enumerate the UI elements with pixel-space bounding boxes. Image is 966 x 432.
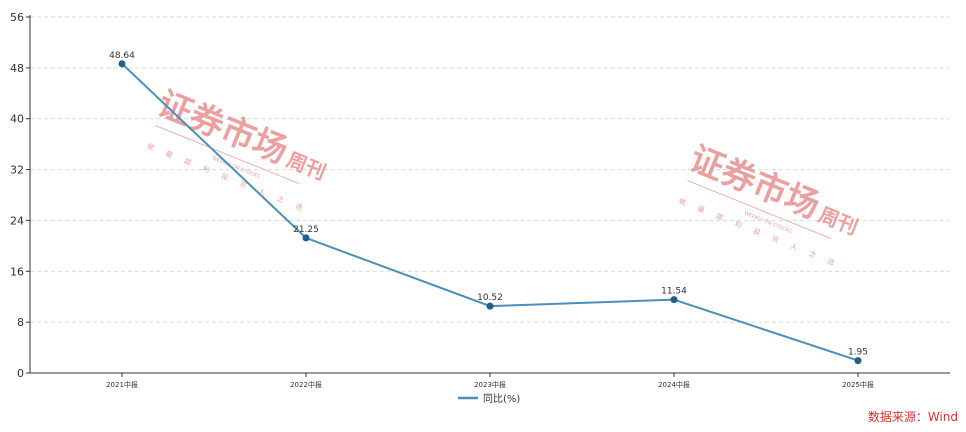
data-point [854,357,862,365]
watermark-brand-tail: 周刊 [283,147,329,184]
y-tick-label: 40 [10,113,24,126]
x-tick-label: 2025中报 [842,380,874,389]
watermark-rule [155,125,300,184]
watermark-char: 之 [275,194,285,205]
watermark-char: 最 [164,150,173,160]
watermark-rule [687,180,832,239]
watermark-char: 投 [752,226,762,237]
x-axis-ticks: 2021中报 2022中报 2023中报 2024中报 2025中报 [106,373,874,389]
watermark-char: 做 [146,141,156,152]
y-tick-label: 48 [10,62,24,75]
y-axis-ticks: 0 8 16 24 32 40 48 56 [10,11,30,380]
data-label: 1.95 [848,348,868,358]
y-tick-label: 8 [17,316,24,329]
watermark-char: 之 [807,249,817,260]
y-tick-label: 16 [10,265,24,278]
legend[interactable]: 同比(%) [458,393,520,405]
y-tick-label: 32 [10,164,24,177]
data-label: 48.64 [109,51,135,61]
data-label: 21.25 [293,225,319,235]
watermark-char: 投 [220,171,230,182]
watermark-char: 利 [201,164,211,175]
watermark-char: 犀 [183,157,192,167]
watermark-char: 犀 [715,212,724,222]
x-tick-label: 2022中报 [290,380,322,389]
watermark-char: 资 [770,234,780,245]
y-tick-label: 56 [10,11,24,24]
source-note: 数据来源：Wind [867,410,958,424]
data-point [670,296,678,304]
y-tick-label: 0 [17,367,24,380]
watermark-char: 人 [257,187,266,197]
x-tick-label: 2023中报 [474,380,506,389]
series-layer: 48.64 21.25 10.52 11.54 1.95 [109,51,868,365]
watermark-char: 选 [294,201,304,212]
x-tick-label: 2021中报 [106,380,138,389]
watermark-char: 利 [733,219,743,230]
data-label: 10.52 [477,293,503,303]
watermark-brand-tail: 周刊 [815,202,861,239]
data-point [302,234,310,242]
watermark-char: 资 [238,179,248,190]
y-tick-label: 24 [10,214,24,227]
watermark-char: 选 [826,256,836,267]
data-label: 11.54 [661,287,687,297]
legend-label: 同比(%) [483,393,520,405]
watermark-char: 做 [678,196,688,207]
data-point [118,60,126,68]
gridlines [30,16,950,323]
watermark-char: 人 [789,242,798,252]
x-tick-label: 2024中报 [658,380,690,389]
watermark-char: 最 [696,205,705,215]
data-point [486,302,494,310]
